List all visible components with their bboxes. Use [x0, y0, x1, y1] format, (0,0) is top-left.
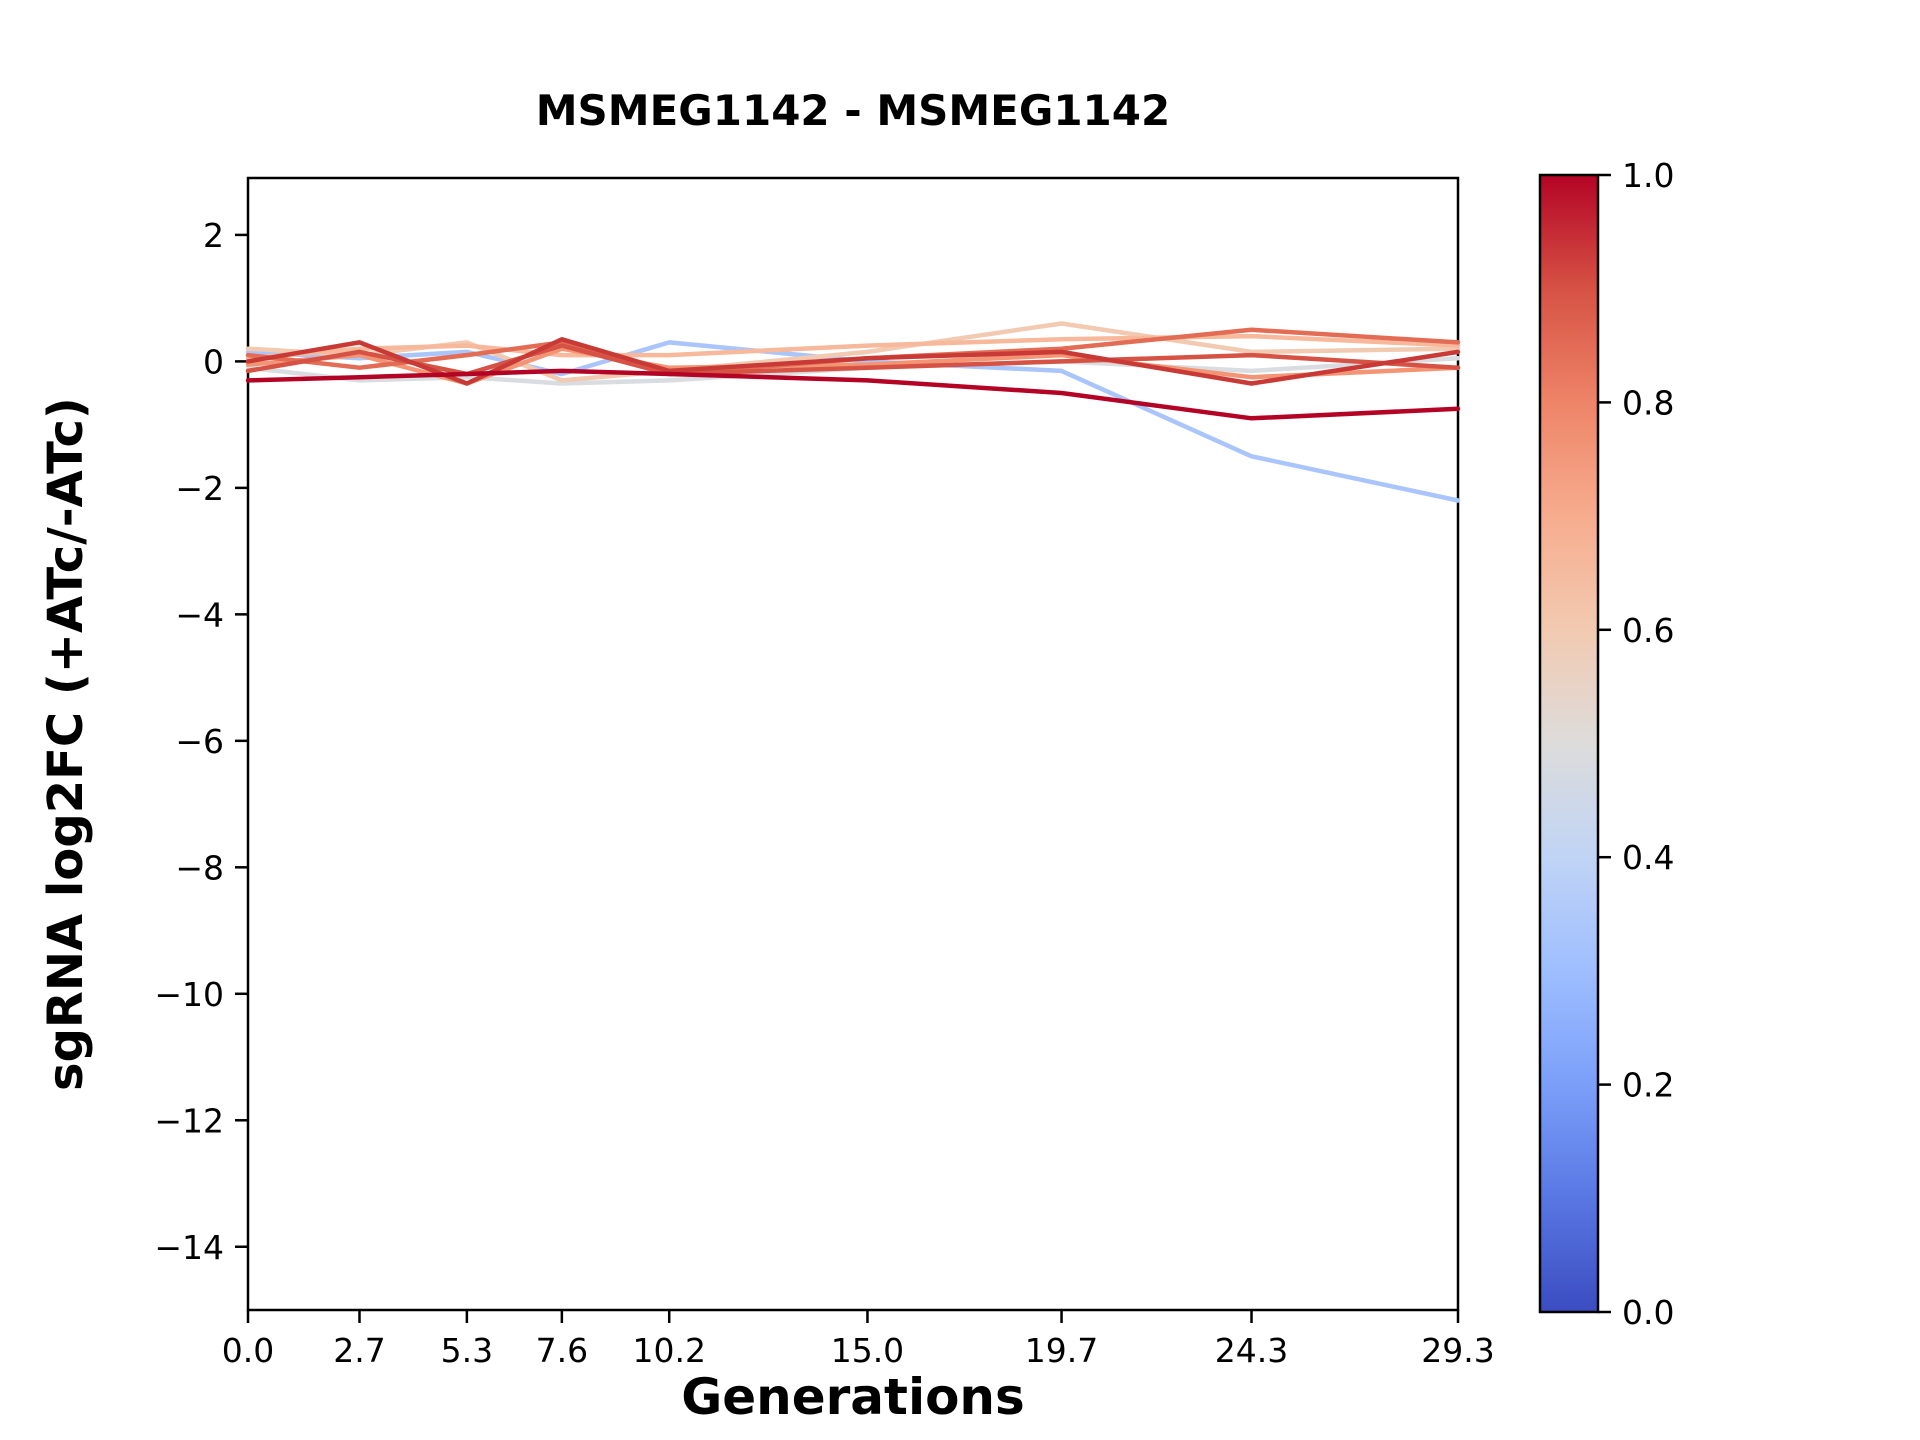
colorbar-tick-label: 0.4 — [1622, 838, 1674, 877]
x-tick-label: 19.7 — [1025, 1331, 1098, 1370]
y-tick-label: −6 — [175, 722, 224, 761]
series-line — [245, 337, 1461, 386]
colorbar-tick-label: 0.2 — [1622, 1066, 1674, 1105]
y-tick-label: 0 — [203, 342, 224, 381]
colorbar-tick-label: 0.0 — [1622, 1293, 1674, 1332]
x-tick-label: 5.3 — [441, 1331, 493, 1370]
y-tick-label: −2 — [175, 469, 224, 508]
y-tick-label: 2 — [203, 216, 224, 255]
x-tick-label: 24.3 — [1215, 1331, 1288, 1370]
chart-title: MSMEG1142 - MSMEG1142 — [535, 86, 1171, 135]
x-tick-label: 7.6 — [536, 1331, 588, 1370]
colorbar — [1538, 173, 1600, 1314]
series-line — [245, 368, 1461, 421]
y-tick-label: −14 — [154, 1228, 224, 1267]
x-tick-label: 29.3 — [1421, 1331, 1494, 1370]
x-axis-label: Generations — [681, 1368, 1025, 1426]
colorbar-tick-label: 0.6 — [1622, 611, 1674, 650]
y-tick-label: −4 — [175, 595, 224, 634]
y-tick-label: −10 — [154, 975, 224, 1014]
colorbar-tick-label: 1.0 — [1622, 156, 1674, 195]
x-tick-label: 10.2 — [632, 1331, 705, 1370]
x-tick-label: 2.7 — [333, 1331, 385, 1370]
x-tick-label: 0.0 — [222, 1331, 274, 1370]
series-group — [245, 321, 1461, 503]
colorbar-tick-label: 0.8 — [1622, 383, 1674, 422]
y-tick-label: −8 — [175, 848, 224, 887]
y-tick-label: −12 — [154, 1101, 224, 1140]
x-tick-label: 15.0 — [831, 1331, 904, 1370]
